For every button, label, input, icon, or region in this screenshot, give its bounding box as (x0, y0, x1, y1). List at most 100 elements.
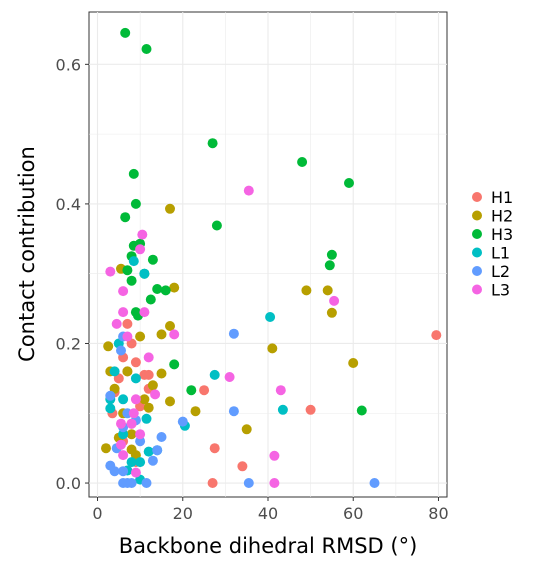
data-point-l3 (105, 266, 116, 277)
data-point-h2 (101, 443, 111, 454)
data-point-h3 (128, 168, 139, 179)
legend-key-h3 (472, 229, 482, 239)
data-point-h3 (126, 275, 137, 286)
data-point-l3 (137, 229, 148, 240)
data-point-l2 (369, 478, 380, 488)
data-point-h2 (147, 380, 158, 391)
data-point-h1 (237, 461, 248, 472)
data-point-l1 (135, 457, 146, 468)
data-point-l1 (265, 312, 276, 322)
data-point-h3 (160, 285, 171, 296)
data-point-h2 (139, 394, 150, 405)
data-point-h2 (322, 285, 333, 296)
data-point-h2 (126, 429, 137, 440)
data-point-h3 (344, 178, 354, 188)
data-point-l1 (277, 404, 288, 415)
data-point-h3 (152, 284, 163, 294)
data-point-h3 (297, 157, 308, 167)
data-point-h3 (141, 44, 152, 54)
data-point-l2 (177, 416, 188, 427)
y-tick-label: 0.0 (56, 474, 81, 493)
data-points (101, 27, 442, 488)
data-point-l3 (269, 478, 280, 488)
x-axis-ticks: 0 20 40 60 80 (92, 497, 449, 523)
data-point-l3 (243, 185, 254, 196)
data-point-h3 (326, 249, 337, 260)
data-point-h1 (130, 357, 141, 368)
data-point-l3 (130, 467, 141, 478)
data-point-l3 (118, 450, 129, 461)
data-point-l2 (147, 455, 158, 466)
data-point-h2 (156, 368, 167, 379)
data-point-h2 (348, 358, 359, 368)
data-point-l3 (135, 244, 146, 255)
data-point-h1 (139, 369, 150, 380)
data-point-l3 (118, 307, 129, 318)
legend-label-h3: H3 (491, 225, 513, 244)
data-point-l2 (126, 478, 137, 488)
data-point-h2 (165, 321, 175, 331)
x-axis-title: Backbone dihedral RMSD (°) (119, 534, 418, 558)
data-point-h2 (241, 424, 252, 435)
data-point-h3 (145, 294, 156, 305)
data-point-h3 (207, 138, 218, 149)
data-point-h2 (301, 285, 312, 296)
data-point-l3 (275, 385, 286, 396)
data-point-h2 (190, 406, 201, 417)
data-point-l2 (243, 478, 254, 488)
data-point-l3 (169, 329, 180, 340)
data-point-l3 (130, 394, 141, 405)
data-point-l1 (109, 366, 120, 377)
data-point-h3 (120, 27, 131, 38)
x-tick-label: 60 (343, 504, 363, 523)
data-point-h2 (326, 307, 337, 318)
data-point-h3 (356, 405, 367, 416)
data-point-h3 (120, 212, 131, 223)
data-point-h2 (169, 282, 180, 293)
legend-key-l2 (472, 266, 482, 276)
data-point-l2 (116, 345, 126, 356)
data-point-h3 (122, 265, 133, 276)
legend-key-h2 (472, 210, 482, 221)
data-point-l3 (118, 286, 129, 297)
data-point-h2 (135, 331, 146, 342)
data-point-h2 (122, 366, 133, 377)
data-point-h3 (169, 359, 180, 370)
data-point-l3 (143, 352, 154, 363)
x-tick-label: 80 (428, 504, 448, 523)
data-point-l3 (122, 331, 133, 342)
legend-key-l3 (472, 284, 482, 295)
data-point-h3 (130, 198, 141, 209)
data-point-h2 (165, 396, 175, 407)
data-point-l1 (118, 429, 129, 440)
data-point-l3 (135, 429, 146, 440)
data-point-h2 (143, 402, 154, 413)
data-point-l3 (329, 295, 340, 306)
data-point-h2 (165, 203, 175, 214)
data-point-l3 (269, 450, 280, 461)
data-point-l3 (116, 418, 126, 429)
data-point-l1 (126, 457, 137, 468)
y-tick-label: 0.2 (56, 334, 81, 353)
data-point-h1 (122, 318, 133, 329)
data-point-l1 (105, 403, 116, 414)
data-point-l3 (139, 307, 150, 318)
y-axis-title: Contact contribution (15, 146, 39, 362)
data-point-h1 (199, 385, 210, 396)
data-point-l2 (228, 328, 239, 339)
data-point-l3 (126, 418, 137, 429)
data-point-h2 (156, 329, 167, 340)
data-point-h3 (147, 254, 158, 265)
data-point-l2 (118, 466, 129, 477)
data-point-l2 (141, 478, 152, 488)
data-point-l2 (152, 445, 163, 456)
data-point-h3 (324, 260, 335, 271)
data-point-l3 (224, 372, 235, 382)
y-axis-ticks: 0.0 0.2 0.4 0.6 (56, 55, 89, 493)
data-point-h1 (431, 330, 442, 341)
data-point-h3 (186, 385, 197, 396)
data-point-l3 (116, 439, 126, 450)
